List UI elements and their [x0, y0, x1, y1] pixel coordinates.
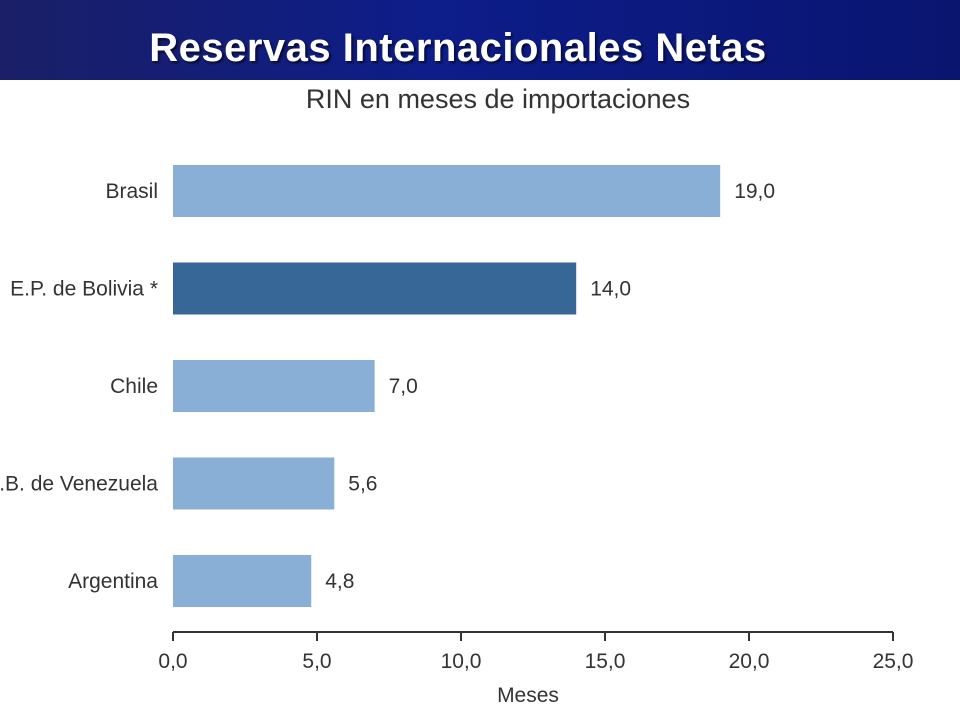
- value-label: 7,0: [389, 375, 418, 398]
- category-label: R.B. de Venezuela: [0, 473, 158, 496]
- x-tick-label: 0,0: [158, 650, 187, 673]
- value-label: 14,0: [590, 278, 631, 301]
- chart-title: RIN en meses de importaciones: [305, 84, 691, 114]
- value-label: 4,8: [325, 570, 354, 593]
- bar-1: [173, 262, 577, 315]
- x-axis-title: Meses: [497, 684, 559, 707]
- slide-title: Reservas Internacionales Netas: [149, 26, 767, 70]
- bar-2: [173, 360, 375, 412]
- category-label: E.P. de Bolivia *: [10, 278, 158, 301]
- x-tick-label: 15,0: [585, 650, 626, 673]
- bar-0: [173, 165, 721, 217]
- value-label: 5,6: [348, 473, 377, 496]
- x-tick-label: 10,0: [441, 650, 482, 673]
- category-label: Argentina: [68, 570, 158, 593]
- x-tick-label: 5,0: [302, 650, 331, 673]
- value-label: 19,0: [734, 180, 775, 203]
- slide-header: [0, 0, 960, 80]
- bar-4: [173, 555, 312, 607]
- category-label: Brasil: [105, 180, 158, 203]
- x-tick-label: 20,0: [729, 650, 770, 673]
- bar-3: [173, 457, 335, 510]
- x-tick-label: 25,0: [873, 650, 914, 673]
- category-label: Chile: [110, 375, 158, 398]
